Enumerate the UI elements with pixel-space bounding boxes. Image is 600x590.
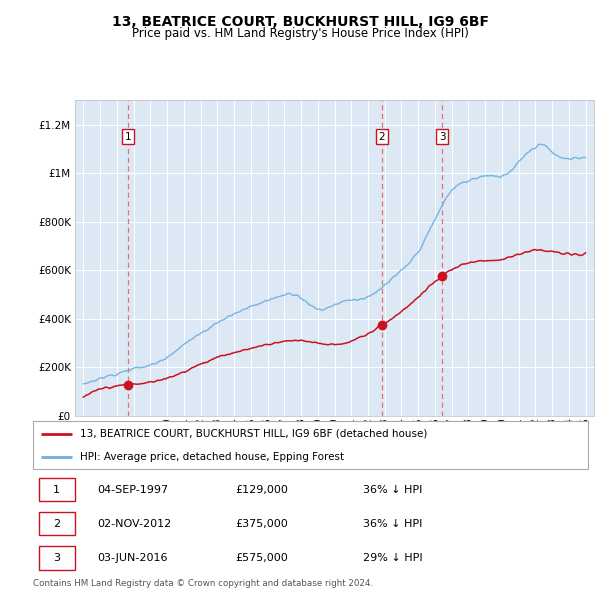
Text: 1: 1 bbox=[53, 484, 60, 494]
Text: 1: 1 bbox=[125, 132, 131, 142]
Text: 36% ↓ HPI: 36% ↓ HPI bbox=[363, 484, 422, 494]
FancyBboxPatch shape bbox=[38, 512, 74, 536]
Text: Contains HM Land Registry data © Crown copyright and database right 2024.
This d: Contains HM Land Registry data © Crown c… bbox=[33, 579, 373, 590]
FancyBboxPatch shape bbox=[38, 478, 74, 502]
Text: 13, BEATRICE COURT, BUCKHURST HILL, IG9 6BF: 13, BEATRICE COURT, BUCKHURST HILL, IG9 … bbox=[112, 15, 488, 29]
Text: 13, BEATRICE COURT, BUCKHURST HILL, IG9 6BF (detached house): 13, BEATRICE COURT, BUCKHURST HILL, IG9 … bbox=[80, 429, 428, 439]
Text: Price paid vs. HM Land Registry's House Price Index (HPI): Price paid vs. HM Land Registry's House … bbox=[131, 27, 469, 40]
FancyBboxPatch shape bbox=[38, 546, 74, 569]
Text: 2: 2 bbox=[53, 519, 60, 529]
Text: £375,000: £375,000 bbox=[236, 519, 289, 529]
Text: HPI: Average price, detached house, Epping Forest: HPI: Average price, detached house, Eppi… bbox=[80, 452, 344, 462]
Text: £575,000: £575,000 bbox=[236, 553, 289, 563]
Text: 36% ↓ HPI: 36% ↓ HPI bbox=[363, 519, 422, 529]
Text: 3: 3 bbox=[53, 553, 60, 563]
FancyBboxPatch shape bbox=[33, 421, 588, 469]
Text: 04-SEP-1997: 04-SEP-1997 bbox=[97, 484, 168, 494]
Text: 29% ↓ HPI: 29% ↓ HPI bbox=[363, 553, 423, 563]
Text: 02-NOV-2012: 02-NOV-2012 bbox=[97, 519, 171, 529]
Text: 2: 2 bbox=[379, 132, 385, 142]
Text: £129,000: £129,000 bbox=[236, 484, 289, 494]
Text: 3: 3 bbox=[439, 132, 445, 142]
Text: 03-JUN-2016: 03-JUN-2016 bbox=[97, 553, 167, 563]
